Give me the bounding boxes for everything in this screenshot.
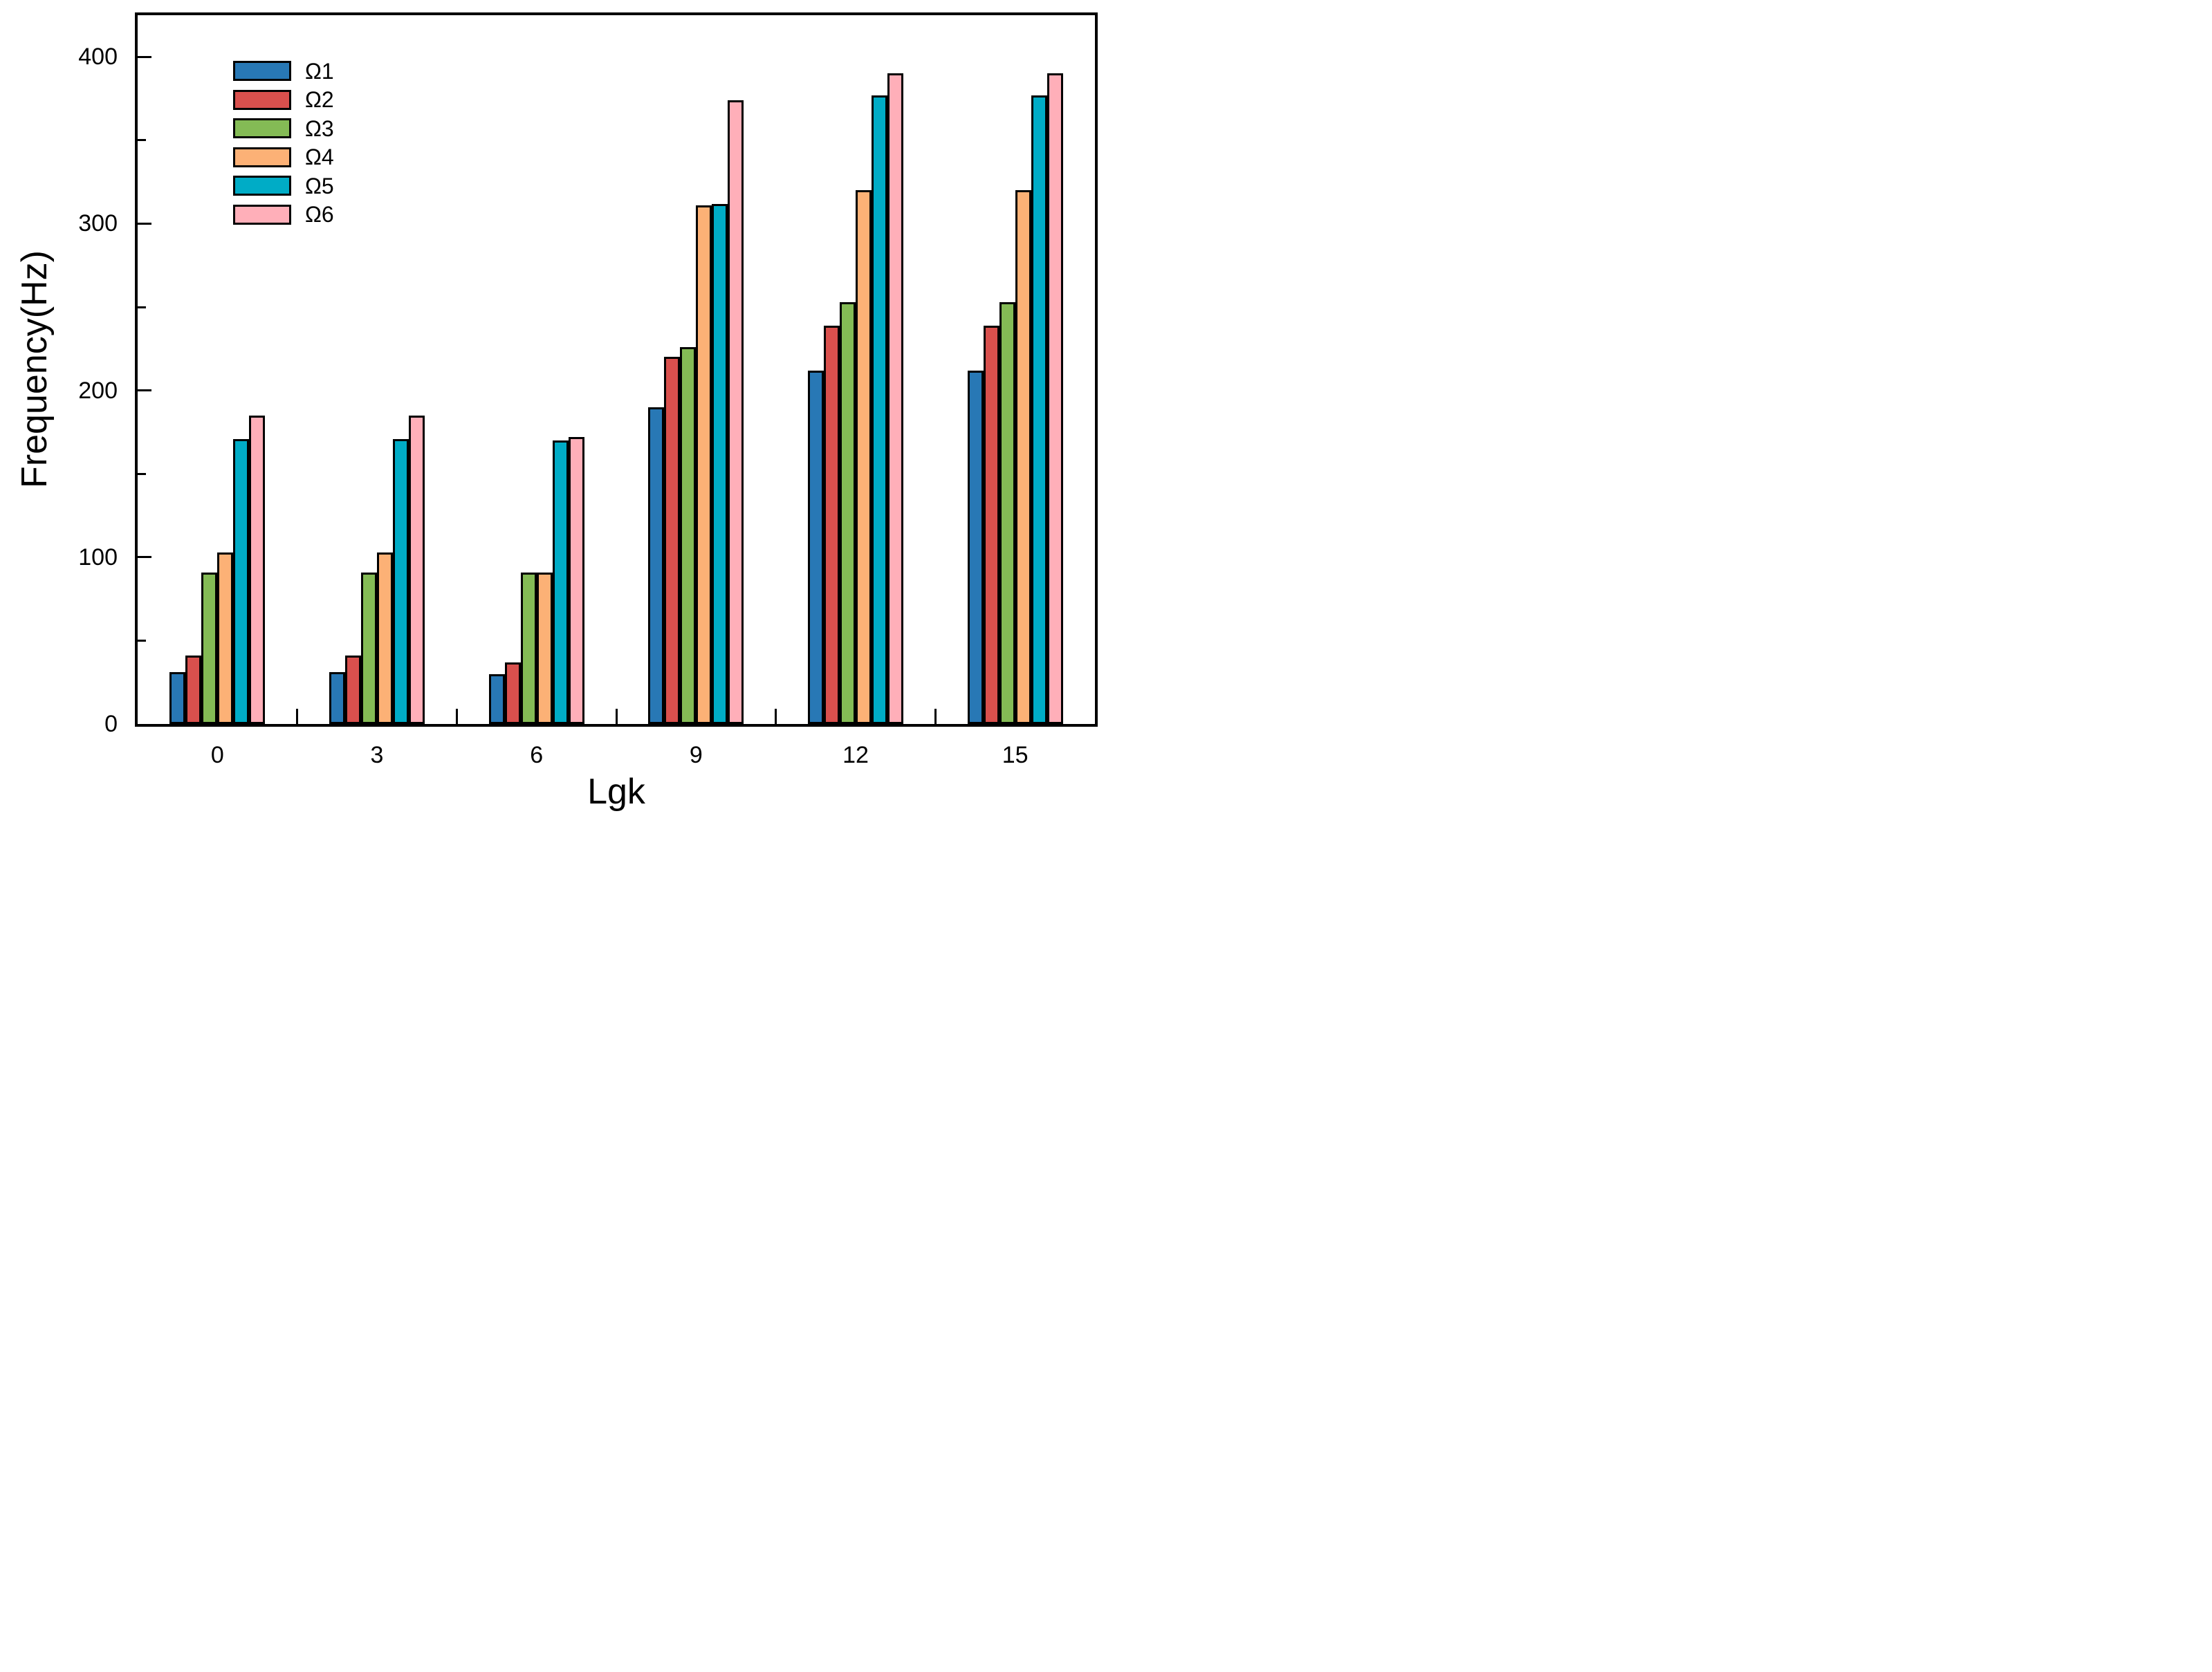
bar-Ω2-15 — [983, 325, 999, 724]
bar-Ω1-6 — [488, 674, 505, 724]
bar-Ω1-15 — [967, 370, 984, 724]
bar-group-3 — [297, 15, 457, 724]
bar-Ω4-6 — [536, 572, 553, 724]
bar-Ω6-3 — [408, 415, 425, 724]
y-major-tick-200 — [138, 389, 151, 392]
bar-group-6 — [457, 15, 616, 724]
plot-area: Ω1 Ω2 Ω3 Ω4 Ω5 Ω6 — [135, 12, 1098, 727]
bar-Ω4-0 — [217, 552, 234, 724]
y-tick-label-100: 100 — [78, 544, 118, 570]
x-tick-5 — [934, 709, 937, 724]
y-tick-label-300: 300 — [78, 210, 118, 237]
bar-Ω6-12 — [887, 73, 903, 724]
bar-Ω1-9 — [648, 407, 665, 724]
bar-Ω2-9 — [664, 357, 681, 724]
legend-swatch-Ω5 — [233, 176, 291, 196]
y-axis-title: Frequency(Hz) — [15, 250, 55, 488]
x-tick-label-6: 6 — [530, 742, 544, 768]
legend-label-Ω4: Ω4 — [305, 145, 334, 170]
bar-Ω3-0 — [201, 572, 218, 724]
legend-label-Ω1: Ω1 — [305, 58, 334, 84]
bar-Ω1-0 — [169, 672, 186, 724]
x-tick-label-0: 0 — [210, 742, 224, 768]
bar-Ω1-3 — [329, 672, 345, 724]
y-minor-tick-150 — [138, 472, 146, 475]
bar-Ω6-0 — [249, 415, 266, 724]
bar-Ω2-0 — [185, 656, 202, 724]
bar-group-12 — [776, 15, 936, 724]
bar-Ω5-0 — [233, 438, 250, 724]
bar-Ω4-3 — [376, 552, 393, 724]
y-minor-tick-250 — [138, 306, 146, 308]
bar-Ω6-6 — [568, 437, 584, 724]
y-tick-label-0: 0 — [104, 711, 118, 737]
bar-Ω6-15 — [1047, 73, 1063, 724]
bar-Ω3-9 — [680, 346, 697, 724]
y-minor-tick-50 — [138, 639, 146, 642]
y-minor-tick-350 — [138, 139, 146, 142]
legend-item-Ω4: Ω4 — [233, 143, 334, 172]
x-tick-1 — [296, 709, 299, 724]
bar-Ω4-9 — [696, 205, 712, 724]
x-tick-label-3: 3 — [370, 742, 384, 768]
legend-label-Ω6: Ω6 — [305, 202, 334, 227]
bar-Ω4-12 — [855, 190, 872, 724]
y-major-tick-400 — [138, 55, 151, 58]
bar-Ω3-15 — [999, 301, 1015, 724]
legend-item-Ω3: Ω3 — [233, 114, 334, 143]
bar-Ω1-12 — [807, 370, 824, 724]
legend-swatch-Ω6 — [233, 204, 291, 225]
x-axis-title: Lgk — [587, 772, 645, 812]
legend-swatch-Ω3 — [233, 118, 291, 139]
bar-Ω2-3 — [344, 656, 361, 724]
bar-Ω5-6 — [552, 440, 569, 724]
legend-item-Ω1: Ω1 — [233, 57, 334, 86]
legend-label-Ω5: Ω5 — [305, 173, 334, 198]
bar-Ω5-9 — [712, 203, 728, 724]
bar-group-0 — [138, 15, 297, 724]
bar-chart: Ω1 Ω2 Ω3 Ω4 Ω5 Ω6 Frequency(Hz) Lgk 0 100 200 30… — [0, 0, 1106, 836]
bar-Ω6-9 — [728, 100, 744, 724]
legend-item-Ω5: Ω5 — [233, 171, 334, 201]
x-tick-label-9: 9 — [689, 742, 703, 768]
y-major-tick-100 — [138, 556, 151, 559]
bar-Ω3-3 — [360, 572, 377, 724]
x-tick-3 — [615, 709, 618, 724]
legend-item-Ω6: Ω6 — [233, 201, 334, 230]
bar-group-15 — [935, 15, 1095, 724]
bar-Ω5-3 — [392, 438, 409, 724]
legend-swatch-Ω4 — [233, 147, 291, 167]
legend-swatch-Ω2 — [233, 89, 291, 110]
y-major-tick-300 — [138, 222, 151, 225]
bar-Ω3-12 — [839, 301, 856, 724]
y-tick-label-400: 400 — [78, 44, 118, 71]
bar-Ω2-12 — [823, 325, 840, 724]
x-tick-2 — [455, 709, 458, 724]
y-tick-label-200: 200 — [78, 377, 118, 404]
legend-label-Ω2: Ω2 — [305, 87, 334, 113]
bar-Ω3-6 — [520, 572, 537, 724]
x-tick-4 — [775, 709, 777, 724]
x-tick-label-12: 12 — [842, 742, 869, 768]
x-tick-label-15: 15 — [1002, 742, 1029, 768]
legend-swatch-Ω1 — [233, 61, 291, 82]
bar-Ω4-15 — [1015, 190, 1031, 724]
legend: Ω1 Ω2 Ω3 Ω4 Ω5 Ω6 — [233, 57, 334, 229]
legend-item-Ω2: Ω2 — [233, 86, 334, 115]
bar-Ω5-15 — [1031, 95, 1047, 724]
legend-label-Ω3: Ω3 — [305, 115, 334, 141]
bar-Ω2-6 — [504, 662, 521, 724]
bar-group-9 — [616, 15, 776, 724]
bar-Ω5-12 — [871, 95, 887, 724]
